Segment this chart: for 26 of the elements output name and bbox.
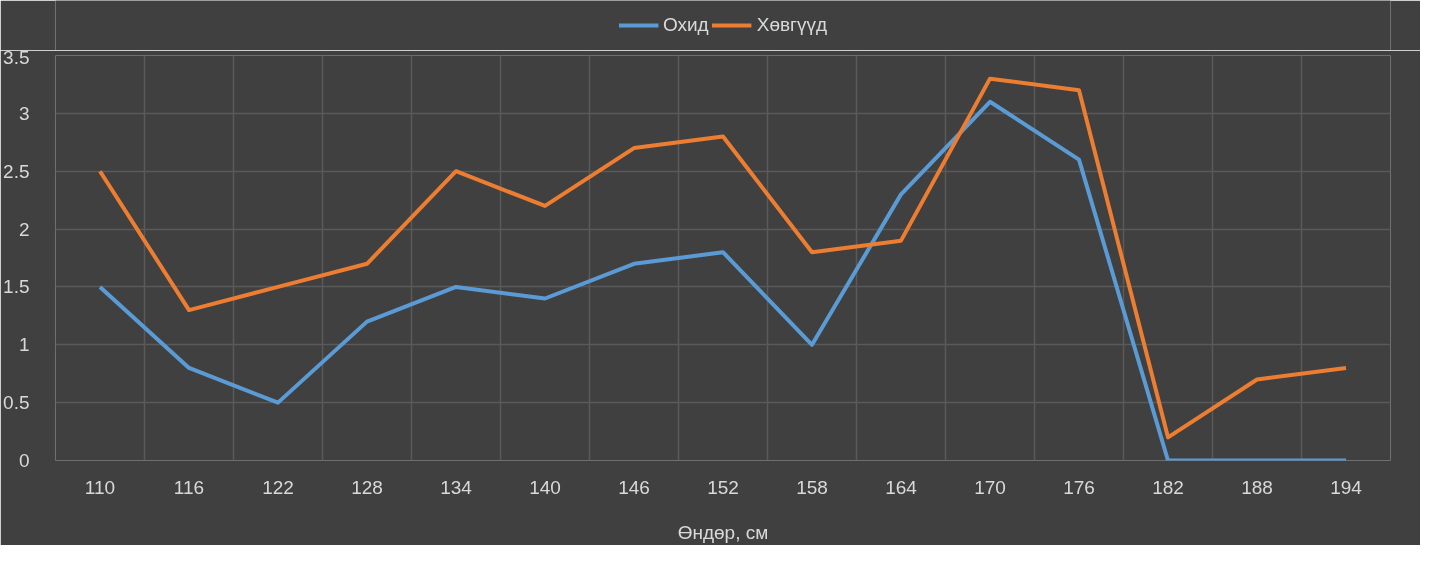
y-tick-label: 3.5 (3, 46, 30, 68)
x-tick-label: 122 (262, 476, 294, 498)
x-tick-label: 176 (1063, 476, 1095, 498)
y-tick-label: 3 (18, 102, 30, 124)
x-tick-label: 158 (796, 476, 828, 498)
x-tick-label: 164 (885, 476, 918, 498)
x-tick-label: 140 (529, 476, 561, 498)
x-axis-title: Өндөр, см (677, 521, 769, 543)
x-tick-label: 128 (351, 476, 383, 498)
x-tick-label: 110 (84, 476, 116, 498)
legend-label: Охид (662, 14, 709, 36)
x-tick-label: 182 (1152, 476, 1184, 498)
y-tick-label: 2.5 (3, 160, 30, 182)
x-tick-label: 134 (440, 476, 473, 498)
legend-label: Хөвгүүд (756, 14, 828, 36)
y-tick-label: 2 (18, 218, 30, 240)
x-tick-label: 170 (974, 476, 1006, 498)
x-tick-label: 146 (618, 476, 650, 498)
y-tick-label: 1 (18, 334, 30, 356)
x-tick-label: 152 (707, 476, 739, 498)
x-tick-label: 194 (1330, 476, 1363, 498)
x-tick-label: 188 (1241, 476, 1273, 498)
x-tick-label: 116 (173, 476, 205, 498)
y-tick-label: 0 (18, 450, 30, 471)
y-tick-label: 0.5 (3, 392, 30, 414)
y-tick-label: 1.5 (3, 276, 30, 298)
